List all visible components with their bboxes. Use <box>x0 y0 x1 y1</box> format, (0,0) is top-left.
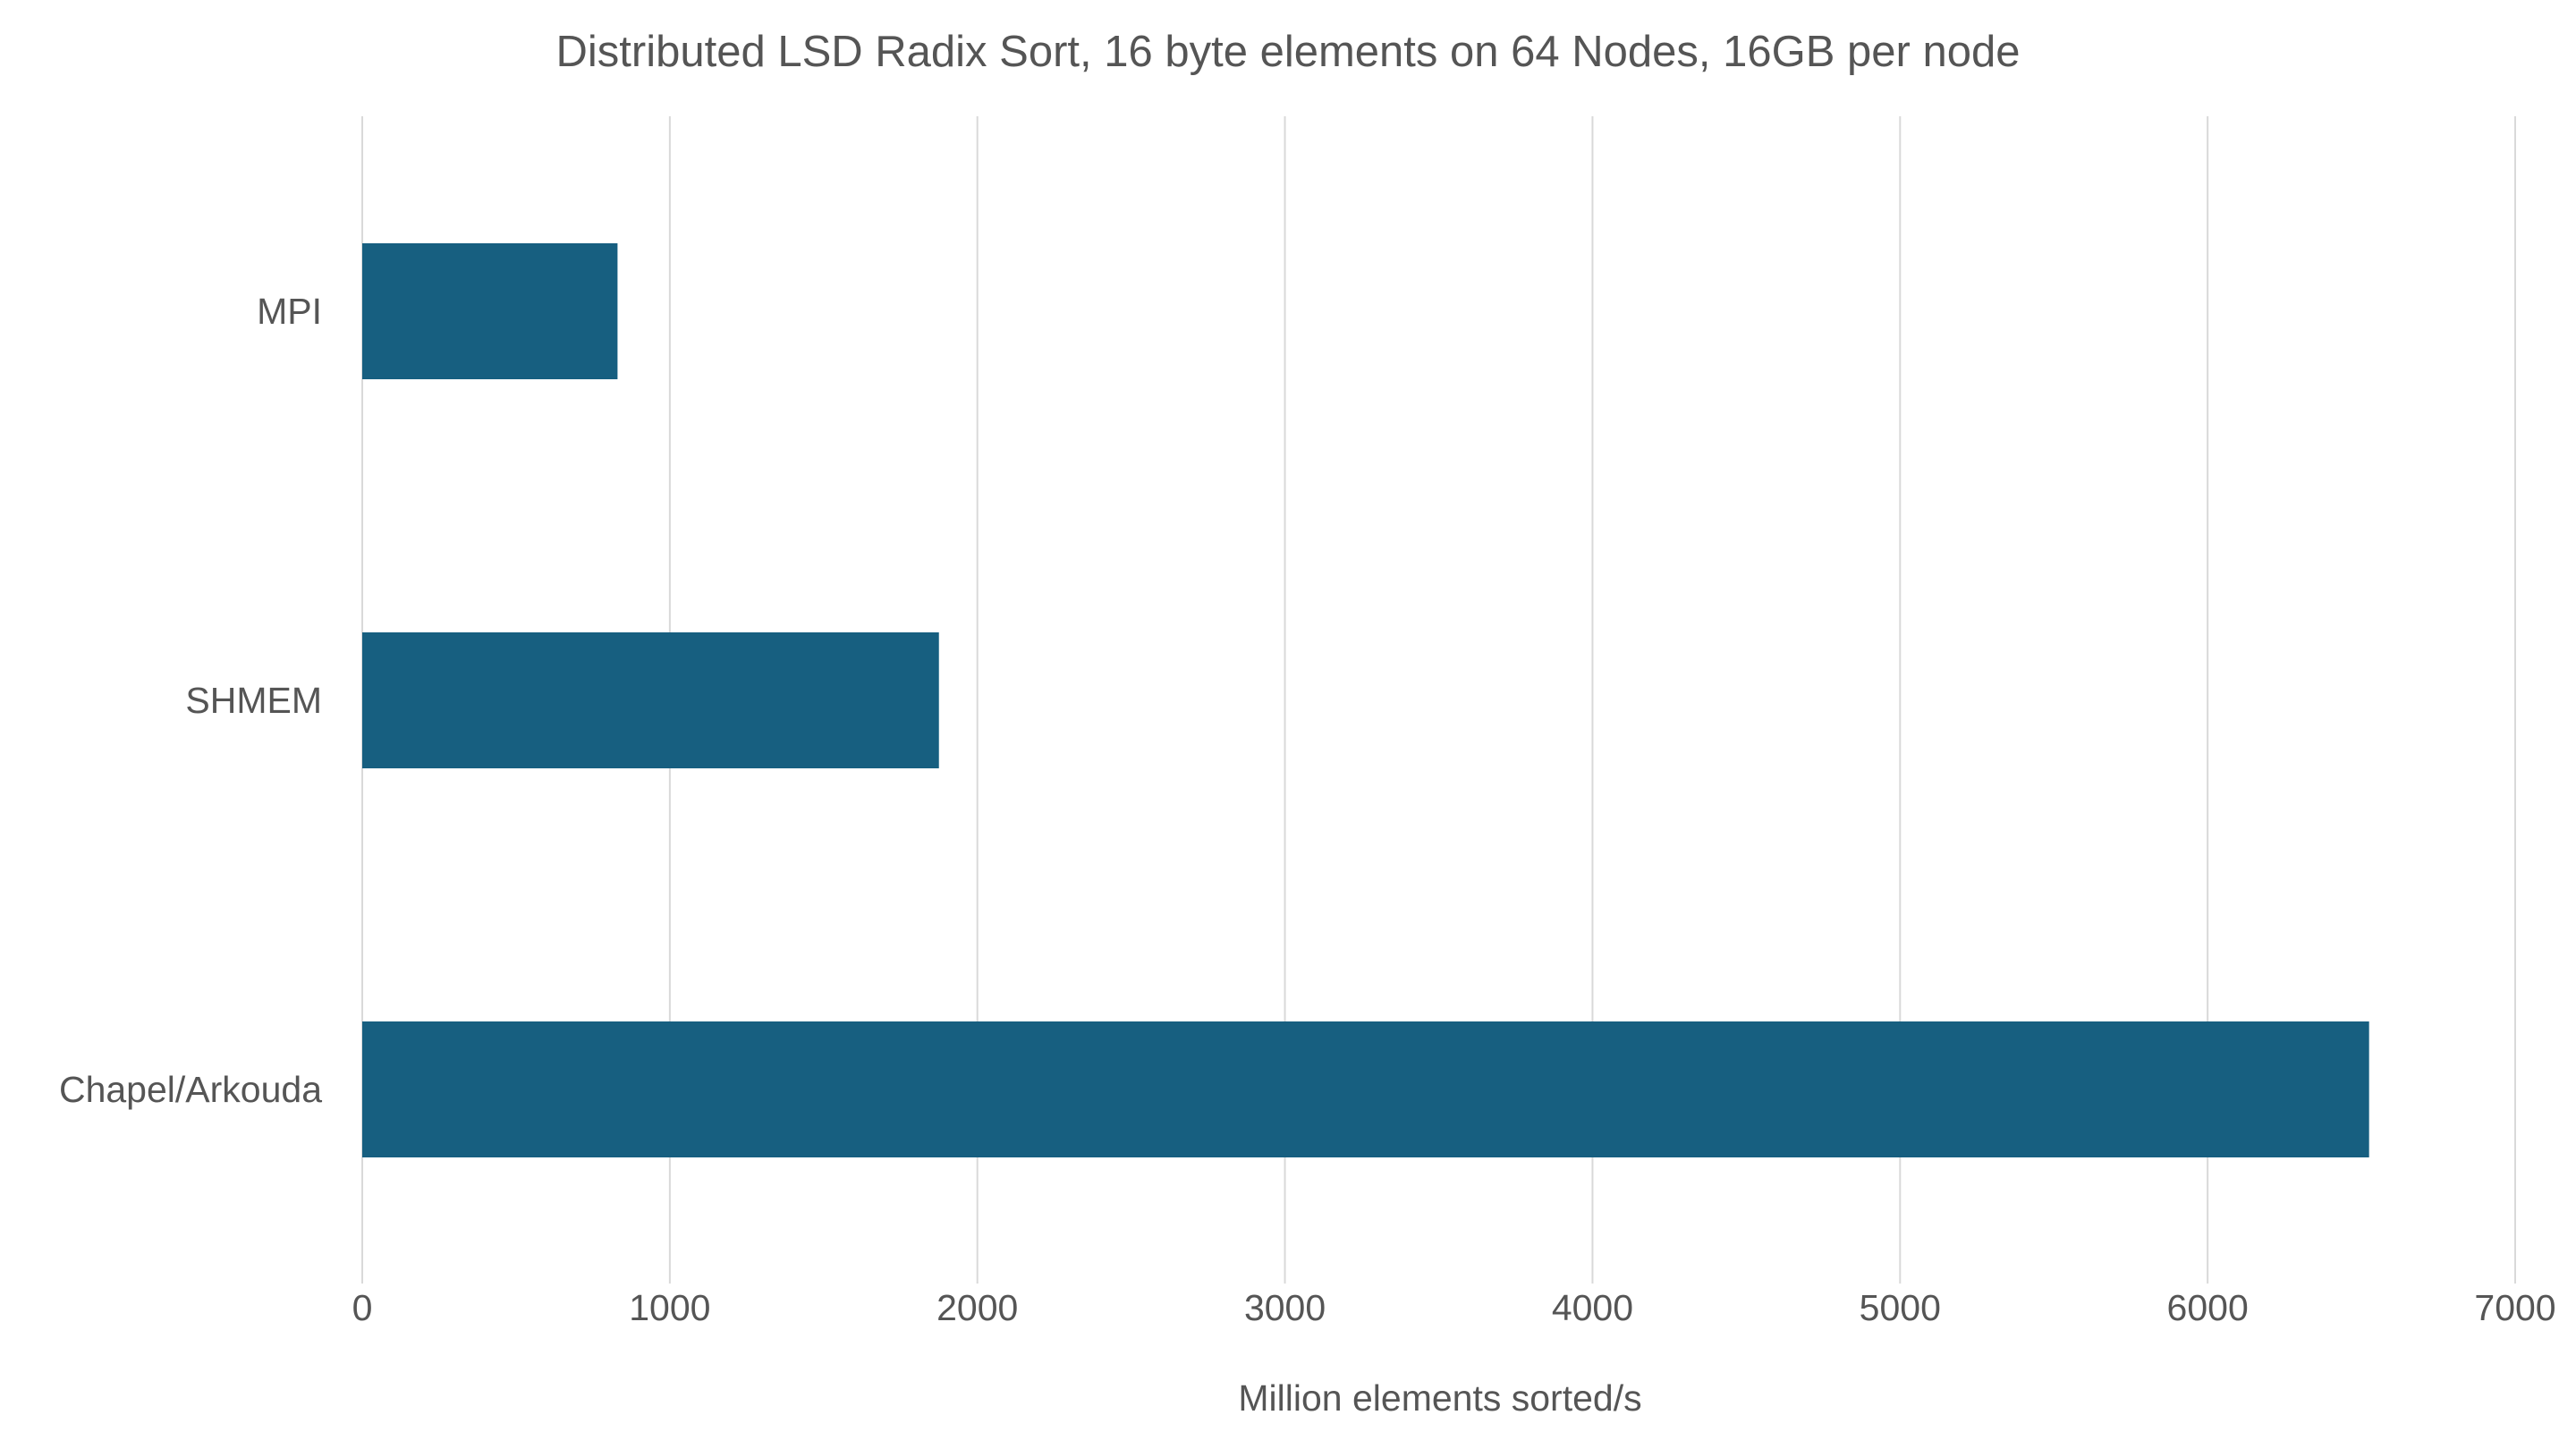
category-label-mpi: MPI <box>257 291 322 332</box>
x-axis-title: Million elements sorted/s <box>1238 1377 1641 1419</box>
bar-mpi <box>362 243 618 379</box>
bar-shmem <box>362 632 939 768</box>
bars <box>362 243 2369 1157</box>
category-label-shmem: SHMEM <box>185 680 322 721</box>
x-tick-label-7000: 7000 <box>2474 1287 2555 1328</box>
chart-title: Distributed LSD Radix Sort, 16 byte elem… <box>556 28 2021 76</box>
x-tick-labels: 0 1000 2000 3000 4000 5000 6000 7000 <box>352 1287 2556 1328</box>
x-tick-label-0: 0 <box>352 1287 373 1328</box>
x-tick-label-6000: 6000 <box>2167 1287 2249 1328</box>
x-tick-label-4000: 4000 <box>1552 1287 1633 1328</box>
x-tick-label-3000: 3000 <box>1244 1287 1326 1328</box>
gridlines <box>361 116 2516 1284</box>
category-label-chapel-arkouda: Chapel/Arkouda <box>59 1069 322 1110</box>
category-labels: MPI SHMEM Chapel/Arkouda <box>59 291 322 1110</box>
x-tick-label-5000: 5000 <box>1860 1287 1941 1328</box>
x-tick-label-1000: 1000 <box>629 1287 710 1328</box>
bar-chapel-arkouda <box>362 1021 2369 1157</box>
x-tick-label-2000: 2000 <box>936 1287 1018 1328</box>
